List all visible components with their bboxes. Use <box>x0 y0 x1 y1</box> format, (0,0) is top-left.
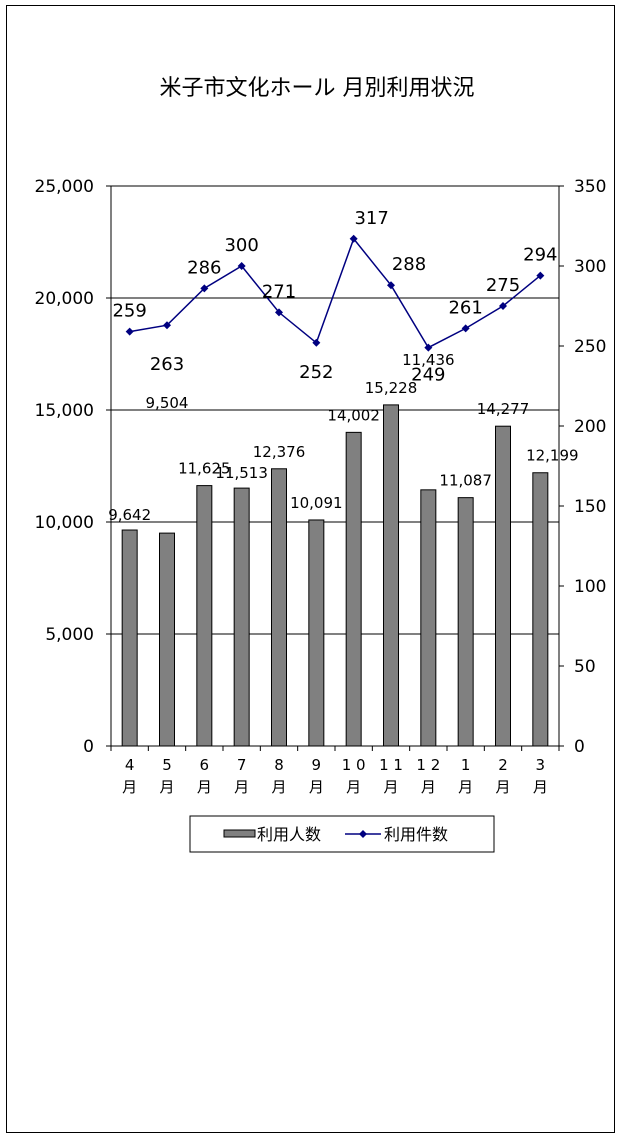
line-data-label: 249 <box>411 365 445 386</box>
line-point-marker <box>387 281 395 290</box>
legend-label-bars: 利用人数 <box>257 825 321 844</box>
bar <box>457 497 474 747</box>
chart-title: 米子市文化ホール 月別利用状況 <box>160 76 475 101</box>
y-left-tick-label: 10,000 <box>35 513 94 533</box>
legend-bar-swatch <box>223 829 256 838</box>
x-tick-label-unit: 月 <box>309 778 324 796</box>
y-left-tick-label: 5,000 <box>45 625 94 645</box>
y-left-tick-label: 0 <box>83 737 94 757</box>
line-point-marker <box>312 338 321 347</box>
line-point-marker <box>349 234 358 243</box>
bar-data-label: 10,091 <box>290 494 343 512</box>
x-tick-label-unit: 月 <box>234 778 249 796</box>
bar-data-label: 12,376 <box>253 443 306 461</box>
bar-data-label: 14,002 <box>327 406 380 424</box>
x-tick-label-unit: 月 <box>383 778 398 796</box>
line-point-marker <box>536 271 545 280</box>
line-data-label: 300 <box>224 235 258 256</box>
bar <box>345 431 362 747</box>
x-tick-label-unit: 月 <box>458 778 473 796</box>
x-tick-label-unit: 月 <box>197 778 212 796</box>
line-data-label: 271 <box>262 281 296 302</box>
line-data-label: 275 <box>486 275 520 296</box>
bar <box>495 425 511 747</box>
bar <box>420 489 437 747</box>
bar <box>233 487 250 747</box>
x-tick-label: 1 <box>461 756 471 774</box>
line-data-label: 288 <box>392 254 426 275</box>
x-tick-label: 5 <box>162 756 172 774</box>
x-tick-label: 6 <box>200 756 210 774</box>
x-tick-label-unit: 月 <box>495 778 510 796</box>
bar <box>383 404 399 747</box>
chart-svg: 米子市文化ホール 月別利用状況 0 5,000 10,000 15,000 20,000 2… <box>35 76 606 853</box>
x-tick-label: 4 <box>125 756 135 774</box>
line-point-marker <box>499 302 507 310</box>
y-right-tick-label: 350 <box>574 177 606 197</box>
x-tick-label: 9 <box>312 756 322 774</box>
bar <box>308 519 325 747</box>
y-left-tick-label: 15,000 <box>35 401 94 421</box>
legend-line-marker <box>359 830 367 838</box>
bar-data-label: 15,228 <box>365 379 418 397</box>
y-right-tick-label: 0 <box>574 737 585 757</box>
bar-data-label: 14,277 <box>477 400 530 418</box>
line-data-label: 317 <box>354 208 388 229</box>
line-data-label: 261 <box>448 297 482 318</box>
line-point-marker <box>125 327 134 336</box>
bar <box>532 472 549 747</box>
y-right-tick-label: 100 <box>574 577 606 597</box>
line-data-label: 286 <box>187 257 221 278</box>
bar-data-label: 9,504 <box>146 394 189 412</box>
bar <box>121 529 138 747</box>
y-right-tick-label: 50 <box>574 657 596 677</box>
x-tick-label-unit: 月 <box>421 778 436 796</box>
bar <box>271 468 287 747</box>
x-tick-label: 7 <box>237 756 247 774</box>
bar-data-label: 11,087 <box>439 472 492 490</box>
line-point-marker <box>275 308 283 317</box>
x-tick-label-unit: 月 <box>346 778 361 796</box>
x-tick-label: 1 1 <box>379 756 403 774</box>
line-point-marker <box>424 343 433 352</box>
line-data-label: 263 <box>150 354 184 375</box>
y-right-tick-label: 200 <box>574 417 606 437</box>
line-point-marker <box>200 284 209 293</box>
line-data-label: 259 <box>112 301 146 322</box>
line-point-marker <box>237 262 246 270</box>
x-tick-label: 3 <box>536 756 546 774</box>
y-left-tick-label: 20,000 <box>35 289 94 309</box>
y-right-tick-label: 250 <box>574 337 606 357</box>
bar-data-label: 11,513 <box>215 464 268 482</box>
line-point-marker <box>461 324 470 333</box>
legend-label-line: 利用件数 <box>384 825 448 844</box>
bar-data-label: 11,436 <box>402 351 455 369</box>
line-point-marker <box>163 321 171 330</box>
x-tick-label-unit: 月 <box>533 778 548 796</box>
y-right-tick-label: 300 <box>574 257 606 277</box>
bar <box>159 532 175 747</box>
bar-data-label: 9,642 <box>108 506 151 524</box>
x-tick-label: 8 <box>274 756 284 774</box>
x-tick-label: 1 0 <box>342 756 366 774</box>
line-series-path <box>129 237 541 349</box>
bar-data-label: 12,199 <box>526 447 579 465</box>
x-tick-label: 1 2 <box>416 756 440 774</box>
bar-data-label: 11,625 <box>178 460 231 478</box>
bar <box>196 485 213 747</box>
x-tick-label-unit: 月 <box>122 778 137 796</box>
x-tick-label-unit: 月 <box>271 778 286 796</box>
y-right-tick-label: 150 <box>574 497 606 517</box>
chart-frame: 米子市文化ホール 月別利用状況 0 5,000 10,000 15,000 20,000 2… <box>6 5 615 1133</box>
x-tick-label-unit: 月 <box>159 778 174 796</box>
line-data-label: 294 <box>523 245 557 266</box>
x-tick-label: 2 <box>498 756 508 774</box>
y-left-tick-label: 25,000 <box>35 177 94 197</box>
line-data-label: 252 <box>299 362 333 383</box>
